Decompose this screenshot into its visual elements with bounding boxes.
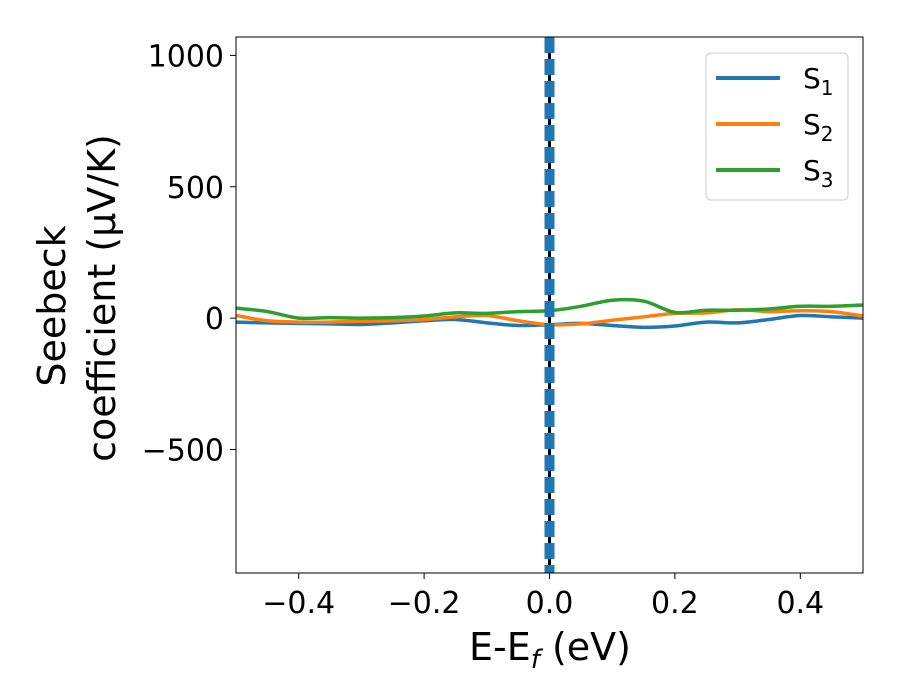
y-tick-label: 0 (205, 302, 224, 337)
x-tick-label: 0.0 (526, 586, 574, 621)
x-axis-label-unit: (eV) (540, 625, 631, 669)
y-tick-label: −500 (142, 434, 224, 469)
x-axis-label: E-Ef (eV) (469, 625, 631, 675)
x-tick-label: −0.2 (388, 586, 461, 621)
y-axis-label-line1: Seebeck (30, 225, 74, 386)
y-tick-label: 1000 (148, 39, 224, 74)
legend-label-s2: S2 (803, 108, 834, 146)
legend-box (705, 52, 849, 201)
y-tick-label: 500 (167, 171, 224, 206)
legend-label-s1: S1 (803, 62, 834, 100)
x-axis-label-main: E-E (469, 625, 531, 669)
ticks-layer: −0.4 −0.2 0.0 0.2 0.4 −500 0 500 1000 (142, 39, 825, 621)
plot-layer (236, 37, 863, 573)
x-tick-label: 0.2 (651, 586, 699, 621)
x-tick-label: 0.4 (776, 586, 824, 621)
y-axis-label-line2: coefficient (μV/K) (80, 134, 124, 462)
plot-area (236, 37, 863, 573)
legend: S1 S2 S3 (705, 52, 849, 201)
x-tick-label: −0.4 (262, 586, 335, 621)
legend-label-s3: S3 (803, 154, 834, 192)
